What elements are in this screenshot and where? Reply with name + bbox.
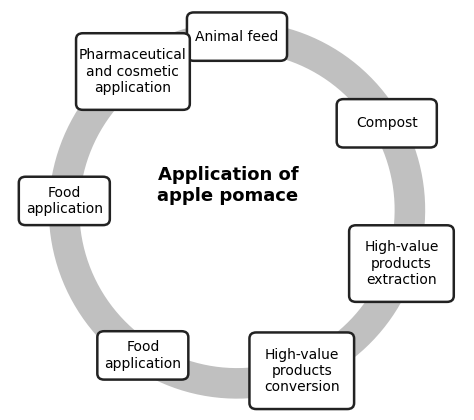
Text: Food
application: Food application bbox=[26, 186, 103, 216]
Text: Pharmaceutical
and cosmetic
application: Pharmaceutical and cosmetic application bbox=[79, 48, 187, 95]
FancyBboxPatch shape bbox=[97, 331, 188, 380]
Text: Food
application: Food application bbox=[104, 340, 182, 370]
Text: Compost: Compost bbox=[356, 116, 418, 130]
Text: Animal feed: Animal feed bbox=[195, 30, 279, 44]
FancyBboxPatch shape bbox=[249, 333, 354, 409]
FancyBboxPatch shape bbox=[19, 177, 110, 225]
FancyBboxPatch shape bbox=[187, 13, 287, 61]
Text: Application of
apple pomace: Application of apple pomace bbox=[157, 166, 299, 205]
Text: High-value
products
extraction: High-value products extraction bbox=[364, 240, 438, 287]
FancyBboxPatch shape bbox=[349, 225, 454, 302]
Text: High-value
products
conversion: High-value products conversion bbox=[264, 348, 339, 394]
FancyBboxPatch shape bbox=[76, 33, 190, 110]
FancyBboxPatch shape bbox=[337, 99, 437, 147]
